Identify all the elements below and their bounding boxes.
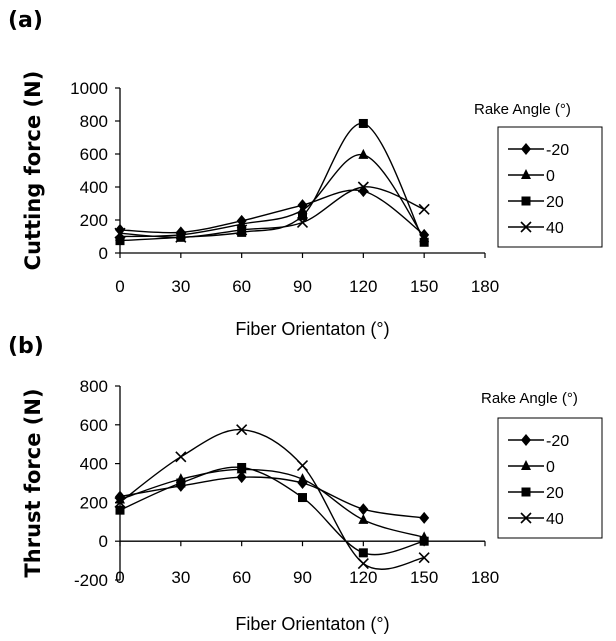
x-tick-label: 150 <box>410 277 438 296</box>
legend-entry-40: 40 <box>546 511 564 528</box>
legend-entry--20: -20 <box>546 142 569 159</box>
x-tick-label: 120 <box>349 277 377 296</box>
data-point--20 <box>358 503 369 516</box>
y-tick-label: 0 <box>99 532 108 551</box>
x-tick-label: 30 <box>171 277 190 296</box>
legend-marker--20 <box>521 143 531 155</box>
legend-marker--20 <box>521 434 531 446</box>
x-tick-label: 30 <box>171 568 190 587</box>
legend-marker-20 <box>521 487 531 497</box>
legend-entry-0: 0 <box>546 459 555 476</box>
y-tick-label: 600 <box>80 416 108 435</box>
panel-label: (a) <box>8 8 43 33</box>
series-line-20 <box>119 122 425 243</box>
y-tick-label: 800 <box>80 112 108 131</box>
y-axis-label: Thrust force (N) <box>21 388 45 577</box>
legend-marker-20 <box>521 196 531 206</box>
data-point-20 <box>115 236 125 246</box>
data-point--20 <box>236 471 247 484</box>
data-point-40 <box>296 216 309 229</box>
y-axis-label: Cutting force (N) <box>21 71 45 271</box>
y-tick-label: 1000 <box>70 79 108 98</box>
legend-marker-40 <box>520 512 532 524</box>
legend-entry-40: 40 <box>546 220 564 237</box>
data-point-20 <box>176 478 186 488</box>
x-tick-label: 90 <box>293 568 312 587</box>
data-point-40 <box>236 224 248 236</box>
x-tick-label: 150 <box>410 568 438 587</box>
data-point-20 <box>298 211 307 221</box>
y-tick-label: 800 <box>80 377 108 396</box>
legend-box <box>497 126 603 248</box>
x-tick-label: 120 <box>349 568 377 587</box>
x-tick-label: 90 <box>293 277 312 296</box>
x-tick-label: 60 <box>232 277 251 296</box>
data-point-40 <box>114 496 126 508</box>
legend-marker-0 <box>521 460 531 470</box>
data-point-0 <box>358 148 369 159</box>
data-point-20 <box>237 227 247 237</box>
data-point-40 <box>418 552 430 564</box>
data-point-0 <box>236 218 247 229</box>
data-point-0 <box>297 473 308 484</box>
data-point-20 <box>419 536 429 546</box>
data-point-40 <box>236 424 248 436</box>
data-point-20 <box>419 237 429 247</box>
data-point-40 <box>175 231 187 243</box>
data-point-20 <box>358 548 368 558</box>
x-tick-label: 180 <box>471 568 499 587</box>
data-point--20 <box>419 511 430 524</box>
legend-box <box>497 417 603 539</box>
data-point-20 <box>237 462 247 472</box>
legend-title: Rake Angle (°) <box>474 101 571 118</box>
x-tick-label: 180 <box>471 277 499 296</box>
legend-marker-40 <box>520 221 532 233</box>
y-tick-label: 600 <box>80 145 108 164</box>
series-line-0 <box>119 154 425 239</box>
legend-entry-0: 0 <box>546 168 555 185</box>
data-point--20 <box>358 185 369 198</box>
x-tick-label: 0 <box>115 568 124 587</box>
series-line-20 <box>119 466 425 556</box>
data-point-40 <box>357 557 369 570</box>
data-point-40 <box>418 203 430 215</box>
legend-entry--20: -20 <box>546 433 569 450</box>
x-axis-label: Fiber Orientaton (°) <box>235 614 389 634</box>
data-point-20 <box>358 118 368 128</box>
legend-title: Rake Angle (°) <box>481 390 578 407</box>
x-tick-label: 60 <box>232 568 251 587</box>
legend-marker-0 <box>521 169 531 179</box>
y-tick-label: 400 <box>80 178 108 197</box>
y-tick-label: 400 <box>80 455 108 474</box>
y-tick-label: 0 <box>99 244 108 263</box>
x-tick-label: 0 <box>115 277 124 296</box>
series-line-40 <box>119 428 425 570</box>
series-line-40 <box>119 186 425 239</box>
data-point-40 <box>296 459 309 472</box>
legend-entry-20: 20 <box>546 194 564 211</box>
legend-entry-20: 20 <box>546 485 564 502</box>
y-tick-label: 200 <box>80 493 108 512</box>
series-line-0 <box>119 468 425 538</box>
x-axis-label: Fiber Orientaton (°) <box>235 319 389 339</box>
data-point-0 <box>358 513 369 524</box>
data-point-40 <box>114 227 126 239</box>
y-tick-label: 200 <box>80 211 108 230</box>
data-point-20 <box>298 493 307 503</box>
panel-label: (b) <box>8 334 44 359</box>
data-point-40 <box>357 181 369 193</box>
y-tick-label: -200 <box>74 571 108 590</box>
data-point-20 <box>115 505 125 515</box>
data-point-40 <box>175 451 187 463</box>
